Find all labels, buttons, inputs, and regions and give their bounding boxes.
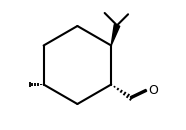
Text: O: O — [149, 84, 158, 97]
Polygon shape — [111, 25, 120, 46]
